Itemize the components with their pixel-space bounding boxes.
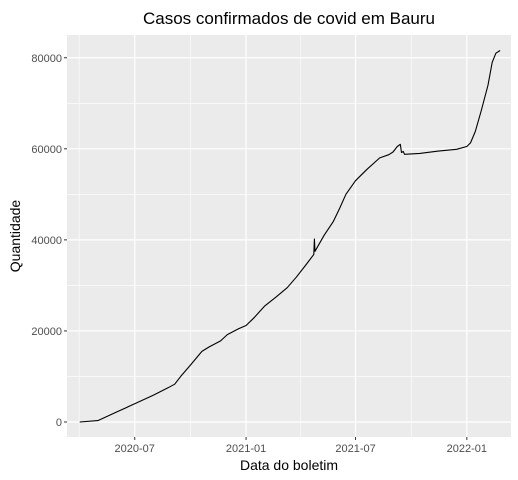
y-tick-label: 80000 <box>31 53 62 65</box>
y-axis: 0 20000 40000 60000 80000 <box>31 53 67 429</box>
chart-title: Casos confirmados de covid em Bauru <box>143 9 435 28</box>
x-tick-label: 2021-01 <box>226 443 266 455</box>
y-tick-label: 40000 <box>31 235 62 247</box>
major-gridlines <box>67 35 511 437</box>
plot-panel <box>67 35 511 437</box>
x-tick-label: 2021-07 <box>335 443 375 455</box>
x-tick-label: 2022-01 <box>447 443 487 455</box>
x-axis: 2020-07 2021-01 2021-07 2022-01 <box>115 437 487 455</box>
y-tick-label: 0 <box>56 417 62 429</box>
x-axis-label: Data do boletim <box>240 457 338 473</box>
minor-gridlines <box>67 35 511 437</box>
y-tick-label: 60000 <box>31 144 62 156</box>
x-tick-label: 2020-07 <box>115 443 155 455</box>
y-axis-label: Quantidade <box>7 200 23 273</box>
series-line <box>79 50 501 423</box>
y-tick-label: 20000 <box>31 326 62 338</box>
